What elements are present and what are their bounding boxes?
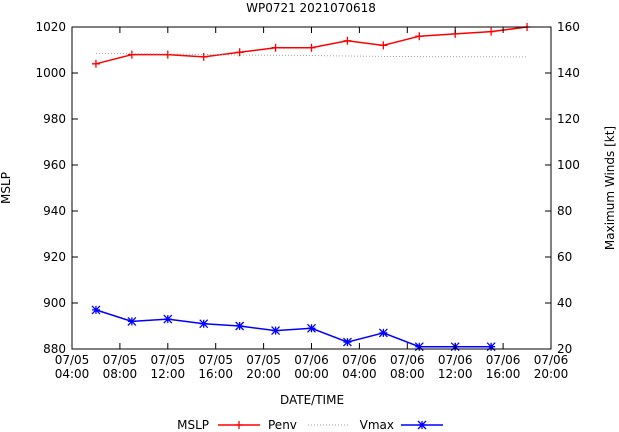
x-tick-label: 07/05	[151, 353, 186, 367]
data-point	[307, 43, 316, 52]
x-tick-label-time: 08:00	[390, 367, 425, 381]
x-tick-label: 07/06	[438, 353, 473, 367]
x-tick-label-time: 08:00	[103, 367, 138, 381]
chart-title: WP0721 2021070618	[246, 1, 376, 15]
legend-label-penv: Penv	[268, 418, 297, 432]
series-penv	[91, 23, 532, 68]
data-point	[199, 52, 208, 61]
y-axis-label: MSLP	[0, 172, 13, 204]
data-point	[163, 314, 173, 324]
data-point	[343, 36, 352, 45]
y2-axis-label: Maximum Winds [kt]	[603, 126, 617, 250]
x-tick-label: 07/05	[246, 353, 281, 367]
y-tick-label: 900	[43, 296, 66, 310]
x-tick-label: 07/05	[198, 353, 233, 367]
data-point	[307, 323, 316, 333]
plot-frame	[71, 26, 552, 350]
series-line	[95, 309, 492, 348]
x-tick-label-time: 16:00	[198, 367, 233, 381]
y2-tick-label: 40	[557, 296, 572, 310]
data-point	[415, 32, 424, 41]
y2-tick-label: 100	[557, 158, 580, 172]
data-point	[91, 305, 101, 315]
x-tick-label-time: 04:00	[342, 367, 377, 381]
data-point	[378, 328, 388, 338]
data-point	[91, 59, 100, 68]
data-point	[487, 27, 496, 36]
y2-tick-label: 20	[557, 342, 572, 356]
x-tick-label: 07/06	[342, 353, 377, 367]
x-tick-label-time: 12:00	[438, 367, 473, 381]
data-point	[235, 48, 244, 57]
legend-heading: MSLP	[177, 418, 209, 432]
data-point	[199, 319, 209, 329]
y-tick-label: 1020	[35, 20, 66, 34]
y2-tick-label: 140	[557, 66, 580, 80]
y-tick-label: 960	[43, 158, 66, 172]
data-point	[271, 326, 281, 336]
x-tick-label: 07/06	[486, 353, 521, 367]
legend-marker-penv	[235, 421, 243, 429]
x-tick-label-time: 16:00	[486, 367, 521, 381]
data-point	[235, 321, 245, 331]
y-tick-label: 880	[43, 342, 66, 356]
data-point	[342, 337, 352, 347]
y2-tick-label: 60	[557, 250, 572, 264]
x-tick-label-time: 04:00	[55, 367, 90, 381]
y2-tick-label: 120	[557, 112, 580, 126]
data-point	[414, 342, 424, 352]
data-point	[379, 41, 388, 50]
y-tick-label: 920	[43, 250, 66, 264]
x-tick-label-time: 12:00	[151, 367, 186, 381]
y-tick-label: 940	[43, 204, 66, 218]
x-axis-label: DATE/TIME	[280, 393, 344, 407]
x-tick-label: 07/06	[294, 353, 329, 367]
data-point	[127, 50, 136, 59]
data-point	[486, 342, 496, 352]
x-tick-label: 07/05	[55, 353, 90, 367]
legend-label-vmax: Vmax	[360, 418, 394, 432]
axes: 07/0504:0007/0508:0007/0512:0007/0516:00…	[35, 20, 579, 381]
x-tick-label: 07/06	[390, 353, 425, 367]
data-point	[163, 50, 172, 59]
y-tick-label: 1000	[35, 66, 66, 80]
series-vmax	[91, 305, 496, 352]
x-tick-label-time: 20:00	[246, 367, 281, 381]
y2-tick-label: 80	[557, 204, 572, 218]
legend-marker-vmax	[417, 420, 427, 430]
y-tick-label: 980	[43, 112, 66, 126]
data-point	[127, 316, 137, 326]
x-tick-label: 07/06	[534, 353, 569, 367]
plot-area	[91, 23, 532, 352]
y2-tick-label: 160	[557, 20, 580, 34]
x-tick-label-time: 00:00	[294, 367, 329, 381]
x-tick-label: 07/05	[103, 353, 138, 367]
x-tick-label-time: 20:00	[534, 367, 569, 381]
legend: MSLP Penv Vmax	[177, 418, 443, 432]
data-point	[271, 43, 280, 52]
